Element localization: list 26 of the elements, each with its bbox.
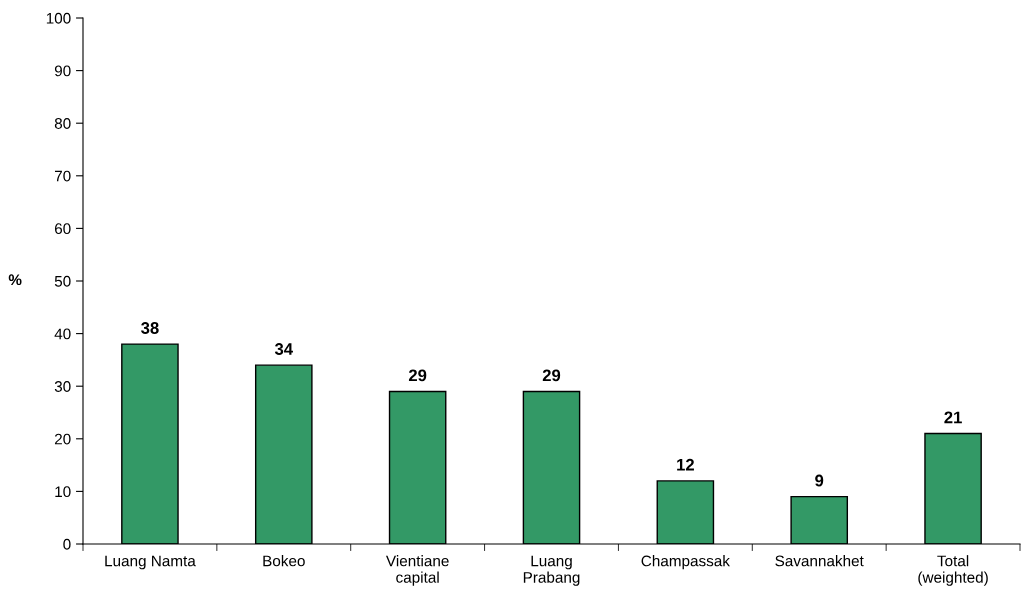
data-label: 9 [815, 474, 824, 487]
y-tick-label: 10 [55, 486, 71, 498]
data-label: 38 [141, 322, 159, 334]
y-tick-label: 100 [46, 12, 71, 24]
y-tick-label: 0 [63, 538, 71, 550]
data-label: 29 [408, 369, 427, 382]
x-tick-label: Bokeo [263, 555, 305, 567]
y-axis-title: % [8, 274, 22, 286]
data-label: 29 [542, 369, 561, 382]
x-tick-label: Vientiane capital [385, 555, 449, 586]
y-tick-label: 80 [54, 118, 71, 129]
x-tick-label: Luang Prabang [523, 555, 580, 586]
y-tick-label: 70 [54, 170, 71, 182]
data-label: 34 [274, 343, 293, 355]
x-tick-label: Savannakhet [775, 555, 864, 567]
data-label: 12 [677, 458, 694, 471]
y-tick-label: 20 [54, 433, 71, 445]
x-tick-label: Champassak [641, 555, 730, 570]
y-tick-label: 90 [54, 65, 71, 77]
y-tick-label: 40 [54, 328, 71, 340]
y-tick-label: 50 [54, 275, 71, 287]
data-label: 21 [944, 411, 962, 424]
x-tick-label: Total (weighted) [918, 555, 988, 586]
x-tick-label: Luang Namta [105, 555, 196, 570]
y-tick-label: 60 [54, 223, 71, 235]
y-tick-label: 30 [54, 381, 71, 392]
